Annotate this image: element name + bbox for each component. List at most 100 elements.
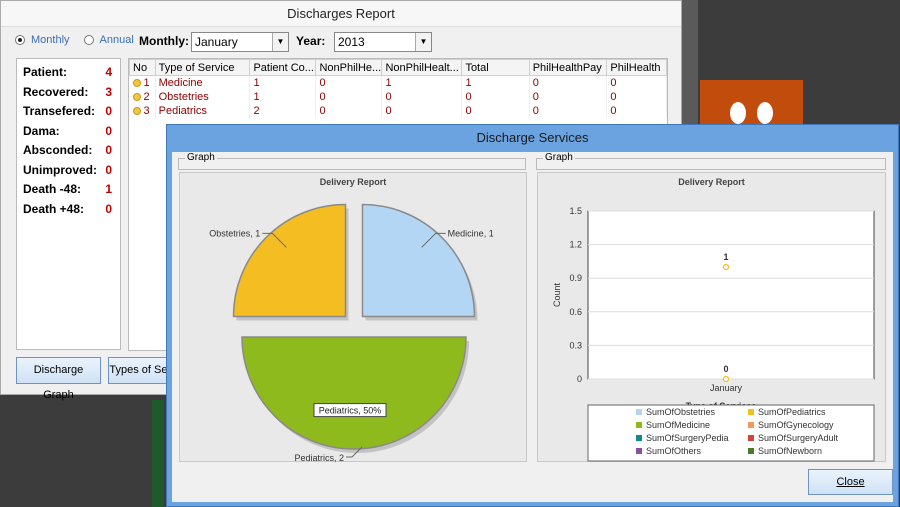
table-row[interactable]: 2 Obstetries 1 0 0 0 0 0 [129, 89, 667, 104]
column-header[interactable]: No [129, 59, 156, 76]
cell-text: 2 [143, 90, 150, 103]
column-header[interactable]: PhilHealthPay [528, 59, 608, 76]
table-cell: 2 [129, 89, 156, 104]
year-select[interactable]: 2013 ▼ [334, 32, 432, 52]
table-cell: 0 [461, 89, 530, 104]
legend-swatch [636, 435, 642, 441]
stat-value: 4 [105, 65, 112, 79]
stat-label: Death -48: [23, 182, 82, 196]
plot-area [587, 210, 875, 380]
legend-swatch [748, 435, 754, 441]
table-cell: 0 [381, 103, 463, 118]
stat-value: 0 [105, 104, 112, 118]
y-tick-label: 0.6 [569, 307, 582, 317]
stat-value: 0 [105, 123, 112, 138]
stat-row: Dama: 0 [17, 124, 120, 144]
cell-text: 0 [319, 104, 326, 117]
cell-text: 0 [319, 76, 326, 89]
cell-text: 0 [610, 76, 617, 89]
data-point[interactable] [722, 263, 730, 271]
table-cell: 0 [529, 89, 608, 104]
column-header[interactable]: NonPhilHe... [315, 59, 383, 76]
window-title: Discharge Services [476, 130, 589, 145]
legend-swatch [748, 409, 754, 415]
stat-value: 3 [105, 84, 112, 99]
background-green-strip [152, 400, 164, 507]
stat-value: 0 [105, 162, 112, 177]
annual-radio-label[interactable]: Annual [99, 34, 134, 46]
discharge-graph-button[interactable]: Discharge Graph [16, 357, 101, 401]
month-select-value: January [195, 35, 238, 49]
legend-box [587, 404, 875, 462]
stat-label: Transefered: [23, 104, 96, 118]
table-cell: 0 [381, 89, 463, 104]
monthly-radio[interactable] [15, 35, 25, 45]
pie-slice[interactable] [232, 203, 347, 318]
pie-label-leader [346, 446, 363, 458]
legend-entry: SumOfPediatrics [758, 407, 826, 417]
legend-entry: SumOfSurgeryAdult [758, 433, 839, 443]
cell-text: 1 [253, 76, 260, 89]
table-cell: 2 [249, 103, 317, 118]
y-tick-label: 0 [577, 374, 582, 384]
window-title: Discharges Report [1, 1, 681, 27]
column-header[interactable]: NonPhilHealt... [381, 59, 463, 76]
annual-radio[interactable] [83, 35, 94, 45]
stat-row: Death +48: 0 [17, 202, 120, 222]
table-cell: 0 [315, 75, 383, 90]
stat-label: Unimproved: [23, 162, 98, 177]
column-header[interactable]: PhilHealth [606, 59, 667, 76]
pie-label: Medicine, 1 [448, 228, 494, 238]
pie-label: Obstetries, 1 [209, 228, 260, 238]
y-axis-label: Count [552, 283, 562, 308]
table-row[interactable]: 3 Pediatrics 2 0 0 0 0 0 [129, 103, 667, 118]
table-row[interactable]: 1 Medicine 1 0 1 1 0 0 [129, 75, 667, 90]
pie-label-leader [262, 232, 287, 248]
group-label: Graph [543, 152, 575, 163]
table-cell: 0 [315, 89, 383, 104]
close-button[interactable]: Close [808, 469, 893, 495]
pie-slice[interactable] [361, 203, 476, 318]
month-select[interactable]: January ▼ [191, 32, 289, 52]
chevron-down-icon[interactable]: ▼ [272, 33, 288, 51]
chevron-down-icon[interactable]: ▼ [415, 33, 431, 51]
pie-slice[interactable] [241, 336, 467, 450]
discharge-services-window: Discharge Services Graph Graph Delivery … [166, 124, 899, 507]
cell-text: 0 [610, 104, 617, 117]
stat-label: Patient: [23, 65, 68, 79]
discharge-graph-button-label: Discharge Graph [33, 364, 84, 401]
data-point[interactable] [722, 375, 730, 383]
legend-swatch [636, 409, 642, 415]
column-header[interactable]: Type of Service [154, 59, 251, 76]
stats-panel: Patient: 4 Recovered: 3 Transefered: 0 Dama: 0 A… [16, 58, 121, 350]
legend-entry: SumOfOthers [646, 446, 702, 456]
monthly-label: Monthly: [139, 34, 189, 48]
column-header[interactable]: Total [461, 59, 530, 76]
legend-entry: SumOfNewborn [758, 446, 822, 456]
cell-text: 0 [532, 76, 539, 89]
stat-label: Recovered: [23, 84, 89, 99]
pie-annotation: Pediatrics, 2 [294, 453, 344, 463]
stat-value: 0 [105, 201, 112, 216]
cell-text: 1 [143, 76, 150, 89]
table-cell: 1 [461, 75, 530, 90]
pie-chart-panel: Delivery Report Medicine, 1 Obstetries, 1… [179, 172, 527, 463]
pie-chart: Medicine, 1 Obstetries, 1 Pediatrics, 50% P… [209, 203, 494, 463]
row-status-icon [132, 106, 141, 115]
cell-text: 0 [532, 90, 539, 103]
table-cell: 0 [606, 75, 667, 90]
pie-label-leader [421, 232, 446, 248]
y-tick-label: 0.9 [569, 273, 582, 283]
legend-swatch [748, 422, 754, 428]
table-cell: 1 [249, 75, 317, 90]
stat-row: Recovered: 3 [17, 85, 120, 105]
cell-text: 0 [610, 90, 617, 103]
table-cell: 1 [381, 75, 463, 90]
column-header[interactable]: Patient Co... [249, 59, 317, 76]
monthly-radio-label[interactable]: Monthly [31, 34, 70, 46]
window-body: Graph Graph Delivery Report Medicine, 1 O… [172, 152, 893, 502]
y-tick-label: 1.2 [569, 240, 582, 250]
table-cell: 0 [529, 75, 608, 90]
data-label: 1 [723, 252, 728, 262]
legend-entry: SumOfMedicine [646, 420, 710, 430]
